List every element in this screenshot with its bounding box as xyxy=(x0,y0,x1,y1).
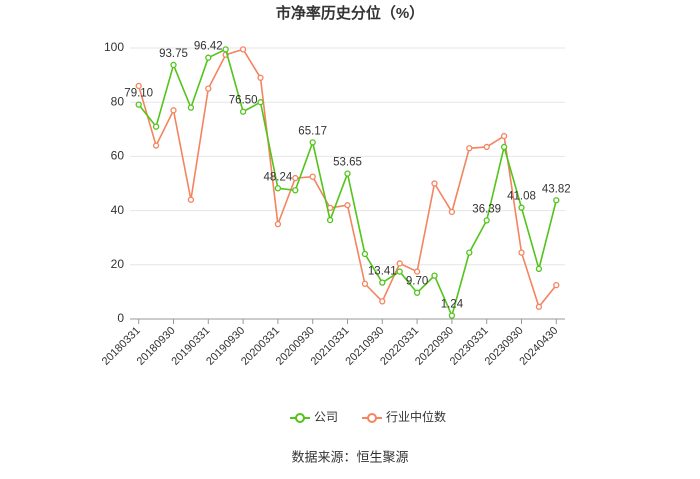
data-label: 13.41 xyxy=(368,266,397,278)
data-label: 36.39 xyxy=(472,203,501,215)
point xyxy=(483,143,490,151)
y-tick-label: 20 xyxy=(111,257,125,271)
series-line xyxy=(137,48,557,309)
point xyxy=(292,174,299,182)
point xyxy=(518,204,525,211)
legend-label: 行业中位数 xyxy=(386,409,446,424)
point xyxy=(413,289,421,296)
data-label: 65.17 xyxy=(298,125,327,137)
source: 数据来源：恒生聚源 xyxy=(291,449,408,464)
point xyxy=(361,250,369,258)
point xyxy=(413,268,421,275)
point xyxy=(205,85,212,92)
point xyxy=(187,104,195,111)
point xyxy=(396,260,403,267)
point xyxy=(205,54,212,61)
y-tick-label: 80 xyxy=(111,94,125,108)
point xyxy=(396,268,403,275)
point xyxy=(239,46,247,53)
point xyxy=(344,202,351,209)
point xyxy=(309,173,316,180)
point xyxy=(274,220,282,228)
point xyxy=(535,303,543,310)
y-tick-label: 0 xyxy=(117,311,124,325)
point xyxy=(553,281,560,289)
point xyxy=(535,265,543,273)
point xyxy=(361,280,369,287)
data-label: 96.42 xyxy=(194,41,223,53)
point xyxy=(431,180,438,187)
point xyxy=(274,185,282,192)
point xyxy=(257,74,264,81)
data-label: 9.70 xyxy=(406,276,428,288)
point xyxy=(448,312,456,319)
point xyxy=(239,108,247,115)
data-label: 48.24 xyxy=(264,171,293,183)
point xyxy=(553,197,560,204)
data-label: 76.50 xyxy=(229,95,258,107)
data-label: 1.24 xyxy=(441,299,464,311)
point xyxy=(466,145,473,152)
data-label: 53.65 xyxy=(333,157,362,169)
point xyxy=(152,123,160,130)
chart-title: 市净率历史分位（%） xyxy=(276,4,424,22)
point xyxy=(344,170,351,177)
point xyxy=(466,249,473,256)
point xyxy=(257,99,264,106)
point xyxy=(379,279,386,286)
point xyxy=(187,196,195,203)
y-tick-label: 40 xyxy=(111,203,125,217)
point xyxy=(170,61,177,69)
point xyxy=(483,217,490,224)
point xyxy=(135,82,142,90)
point xyxy=(431,272,438,279)
point xyxy=(500,132,508,140)
point xyxy=(292,187,299,194)
data-label: 79.10 xyxy=(124,88,153,100)
series-line xyxy=(138,48,558,319)
y-tick-label: 60 xyxy=(111,149,125,163)
data-label: 93.75 xyxy=(159,48,188,60)
point xyxy=(326,216,334,224)
point xyxy=(518,249,525,256)
point xyxy=(152,142,160,149)
legend-marker xyxy=(367,413,378,423)
legend-label: 公司 xyxy=(314,410,338,424)
data-label: 43.82 xyxy=(542,183,571,195)
x-tick-label: 20240430 xyxy=(517,325,560,368)
data-label: 41.08 xyxy=(507,191,536,203)
point xyxy=(448,208,456,216)
y-tick-label: 100 xyxy=(104,40,124,54)
point xyxy=(309,139,316,146)
point xyxy=(170,107,177,114)
point xyxy=(500,143,508,151)
legend-marker xyxy=(295,413,305,423)
point xyxy=(222,46,229,53)
point xyxy=(135,101,142,108)
point xyxy=(379,298,386,305)
